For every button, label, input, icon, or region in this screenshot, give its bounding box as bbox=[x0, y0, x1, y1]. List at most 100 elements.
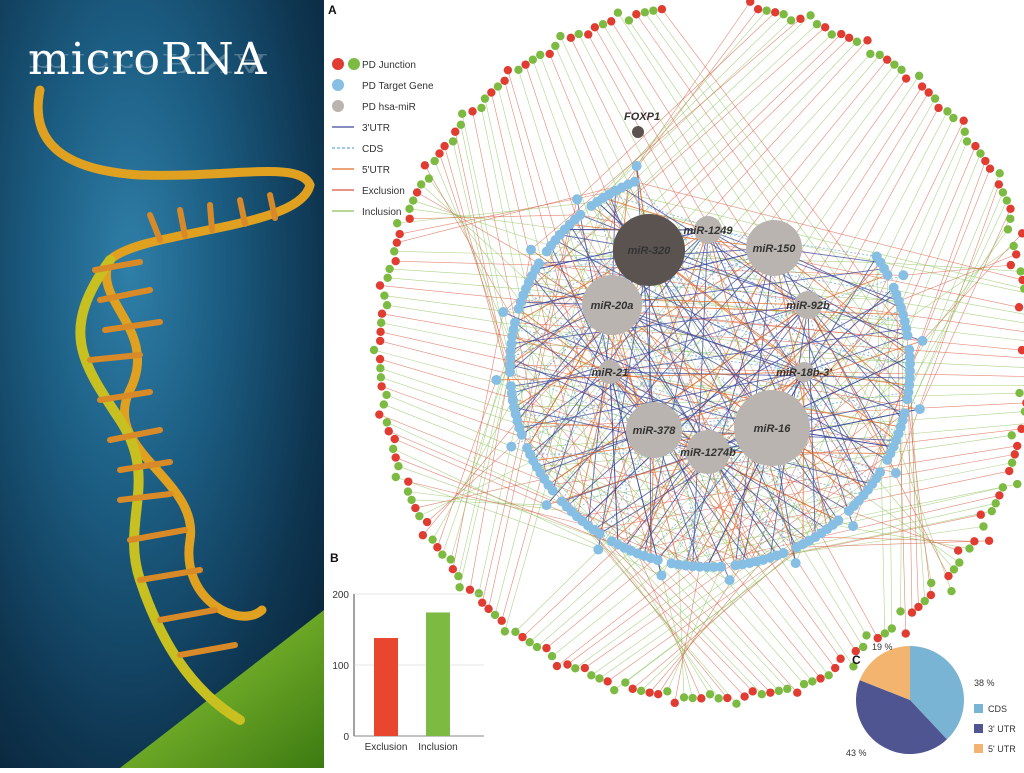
target-gene-node bbox=[915, 404, 925, 414]
junction-node bbox=[947, 587, 955, 595]
junction-node bbox=[477, 104, 485, 112]
junction-node bbox=[671, 699, 679, 707]
target-gene-node bbox=[586, 201, 596, 211]
junction-node bbox=[421, 161, 429, 169]
junction-edge bbox=[637, 2, 751, 166]
base-pair-rung bbox=[210, 205, 212, 230]
junction-node bbox=[1008, 431, 1016, 439]
mirna-label: miR-378 bbox=[633, 425, 677, 437]
junction-node bbox=[433, 543, 441, 551]
junction-node bbox=[944, 572, 952, 580]
junction-node bbox=[845, 34, 853, 42]
junction-node bbox=[500, 77, 508, 85]
junction-edge bbox=[519, 309, 821, 679]
junction-node bbox=[378, 309, 386, 317]
target-gene-node bbox=[898, 270, 908, 280]
junction-node bbox=[1018, 346, 1024, 354]
junction-edge bbox=[662, 9, 908, 335]
pie-legend-swatch bbox=[974, 724, 983, 733]
target-gene-node bbox=[900, 408, 910, 418]
junction-node bbox=[641, 8, 649, 16]
junction-node bbox=[504, 66, 512, 74]
mirna-label: miR-150 bbox=[753, 243, 797, 255]
junction-node bbox=[970, 537, 978, 545]
junction-node bbox=[821, 23, 829, 31]
junction-node bbox=[449, 137, 457, 145]
junction-node bbox=[425, 174, 433, 182]
junction-node bbox=[1016, 267, 1024, 275]
junction-node bbox=[383, 418, 391, 426]
legend-label: CDS bbox=[362, 144, 383, 155]
junction-node bbox=[377, 373, 385, 381]
junction-node bbox=[654, 690, 662, 698]
junction-node bbox=[514, 66, 522, 74]
junction-node bbox=[1013, 480, 1021, 488]
junction-node bbox=[697, 694, 705, 702]
junction-node bbox=[607, 17, 615, 25]
junction-node bbox=[680, 693, 688, 701]
target-gene-node bbox=[498, 307, 508, 317]
mirna-label: miR-92b bbox=[786, 300, 830, 312]
junction-node bbox=[377, 319, 385, 327]
junction-node bbox=[888, 624, 896, 632]
junction-node bbox=[918, 82, 926, 90]
target-gene-node bbox=[632, 161, 642, 171]
junction-node bbox=[1005, 467, 1013, 475]
junction-node bbox=[405, 205, 413, 213]
junction-node bbox=[529, 55, 537, 63]
junction-node bbox=[491, 611, 499, 619]
gray-dot-icon bbox=[332, 100, 344, 112]
junction-node bbox=[497, 617, 505, 625]
junction-node bbox=[934, 104, 942, 112]
junction-node bbox=[411, 504, 419, 512]
junction-node bbox=[1007, 261, 1015, 269]
junction-node bbox=[376, 337, 384, 345]
target-gene-node bbox=[833, 515, 843, 525]
junction-edge bbox=[756, 515, 980, 562]
target-gene-node bbox=[595, 529, 605, 539]
junction-node bbox=[542, 644, 550, 652]
junction-edge bbox=[429, 179, 521, 302]
junction-node bbox=[478, 598, 486, 606]
junction-edge bbox=[730, 118, 954, 580]
junction-node bbox=[658, 5, 666, 13]
junction-node bbox=[762, 6, 770, 14]
base-pair-rung bbox=[120, 462, 170, 470]
junction-edge bbox=[905, 246, 1014, 322]
mirna-label: miR-20a bbox=[591, 300, 634, 312]
junction-node bbox=[376, 364, 384, 372]
base-pair-rung bbox=[180, 645, 235, 655]
junction-node bbox=[451, 128, 459, 136]
junction-node bbox=[440, 142, 448, 150]
legend-label: PD Junction bbox=[362, 60, 416, 71]
junction-node bbox=[965, 544, 973, 552]
junction-edge bbox=[433, 400, 513, 539]
junction-node bbox=[1006, 215, 1014, 223]
junction-node bbox=[567, 34, 575, 42]
pie-legend-swatch bbox=[974, 704, 983, 713]
junction-node bbox=[454, 572, 462, 580]
legend-label: Inclusion bbox=[362, 207, 401, 218]
junction-node bbox=[390, 247, 398, 255]
pie-value-label: 43 % bbox=[846, 748, 867, 758]
junction-node bbox=[976, 149, 984, 157]
junction-node bbox=[902, 629, 910, 637]
target-gene-node bbox=[517, 430, 527, 440]
junction-node bbox=[808, 677, 816, 685]
junction-node bbox=[866, 50, 874, 58]
junction-node bbox=[831, 664, 839, 672]
junction-node bbox=[1003, 196, 1011, 204]
junction-node bbox=[749, 687, 757, 695]
junction-node bbox=[959, 116, 967, 124]
mirna-target-edge bbox=[803, 372, 804, 544]
junction-node bbox=[1011, 450, 1019, 458]
junction-node bbox=[663, 687, 671, 695]
junction-node bbox=[430, 157, 438, 165]
bar bbox=[426, 612, 450, 736]
junction-node bbox=[380, 291, 388, 299]
junction-node bbox=[376, 355, 384, 363]
junction-node bbox=[587, 671, 595, 679]
target-gene-node bbox=[725, 575, 735, 585]
